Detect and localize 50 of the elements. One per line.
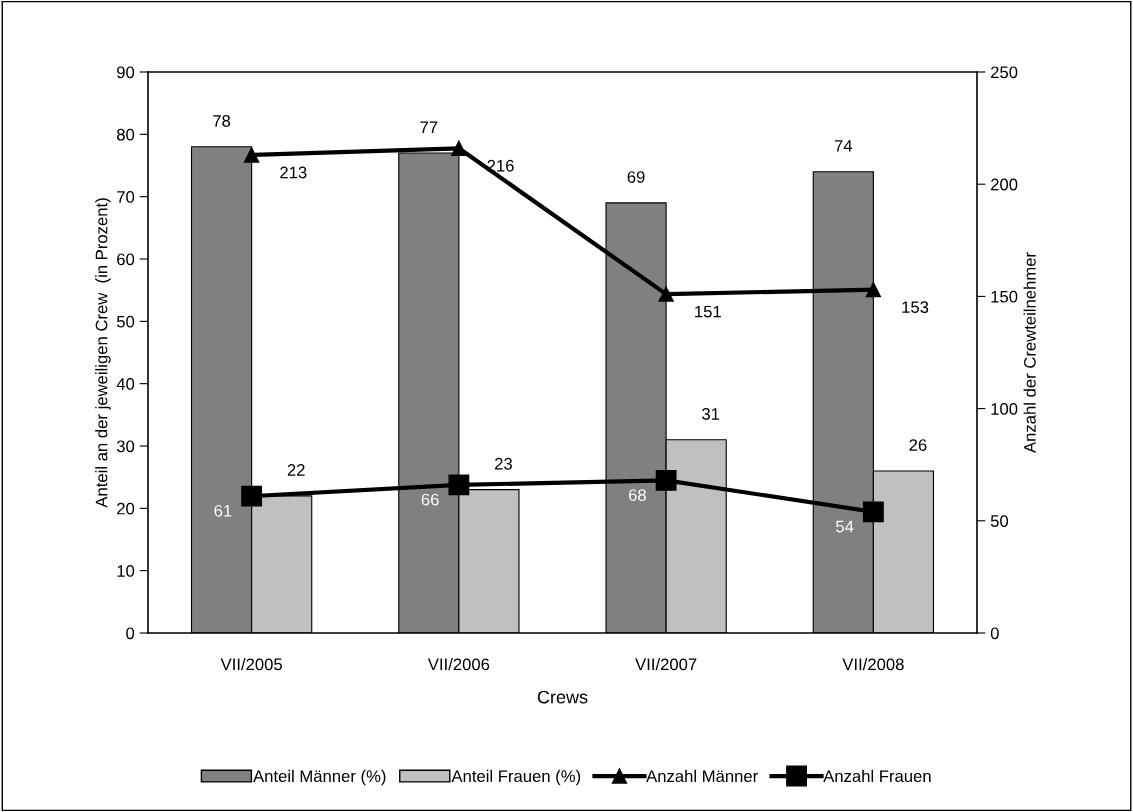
- data-label: 78: [213, 115, 231, 127]
- y2-tick-label: 150: [991, 290, 1018, 303]
- data-label: 68: [628, 489, 646, 501]
- x-tick-label: VII/2005: [220, 658, 282, 671]
- y2-tick-label: 50: [990, 515, 1009, 527]
- data-label: 66: [421, 493, 439, 506]
- data-label: 77: [420, 121, 438, 133]
- point: [241, 485, 263, 507]
- legend-label: Anzahl Frauen: [823, 769, 931, 783]
- point: [655, 469, 677, 491]
- y2-tick-label: 200: [991, 178, 1018, 191]
- point: [448, 474, 470, 496]
- y-tick-label: 70: [117, 191, 135, 203]
- y-tick-label: 50: [116, 315, 135, 328]
- x-tick-label: VII/2007: [635, 658, 697, 671]
- data-label: 23: [495, 457, 512, 470]
- y-tick-label: 40: [116, 378, 135, 390]
- y2-tick-label: 250: [991, 66, 1018, 79]
- data-label: 153: [902, 301, 929, 314]
- y2-axis-title: Anzahl der Crewteilnehmer: [1023, 252, 1036, 453]
- y2-tick-label: 100: [991, 403, 1018, 415]
- y-axis-title: Anteil an der jeweiligen Crew (in Prozent): [95, 198, 111, 508]
- data-label: 151: [695, 305, 721, 318]
- y-tick-label: 80: [116, 128, 135, 141]
- data-label: 26: [909, 439, 927, 451]
- data-label: 31: [702, 408, 720, 420]
- point: [451, 140, 467, 156]
- point: [862, 501, 884, 523]
- y-tick-label: 90: [117, 66, 135, 79]
- data-label: 74: [834, 140, 853, 152]
- y-tick-label: 30: [116, 440, 135, 453]
- y-tick-label: 0: [126, 627, 135, 640]
- data-label: 54: [836, 520, 854, 533]
- x-axis-title: Crews: [537, 690, 588, 704]
- x-tick-label: VII/2006: [427, 658, 490, 671]
- data-label: 213: [280, 166, 307, 179]
- legend-label: Anzahl Männer: [646, 769, 758, 783]
- point: [243, 147, 260, 163]
- legend-label: Anteil Frauen (%): [451, 769, 581, 786]
- y-tick-label: 20: [117, 502, 135, 515]
- x-tick-label: VII/2008: [842, 658, 904, 671]
- legend-label: Anteil Männer (%): [253, 769, 386, 786]
- point: [865, 282, 882, 298]
- point: [658, 286, 674, 302]
- data-label: 61: [214, 504, 232, 517]
- y-tick-label: 60: [117, 253, 135, 266]
- y-tick-label: 10: [117, 565, 135, 577]
- data-label: 69: [627, 171, 645, 183]
- data-label: 22: [287, 464, 305, 476]
- y2-tick-label: 0: [990, 627, 999, 640]
